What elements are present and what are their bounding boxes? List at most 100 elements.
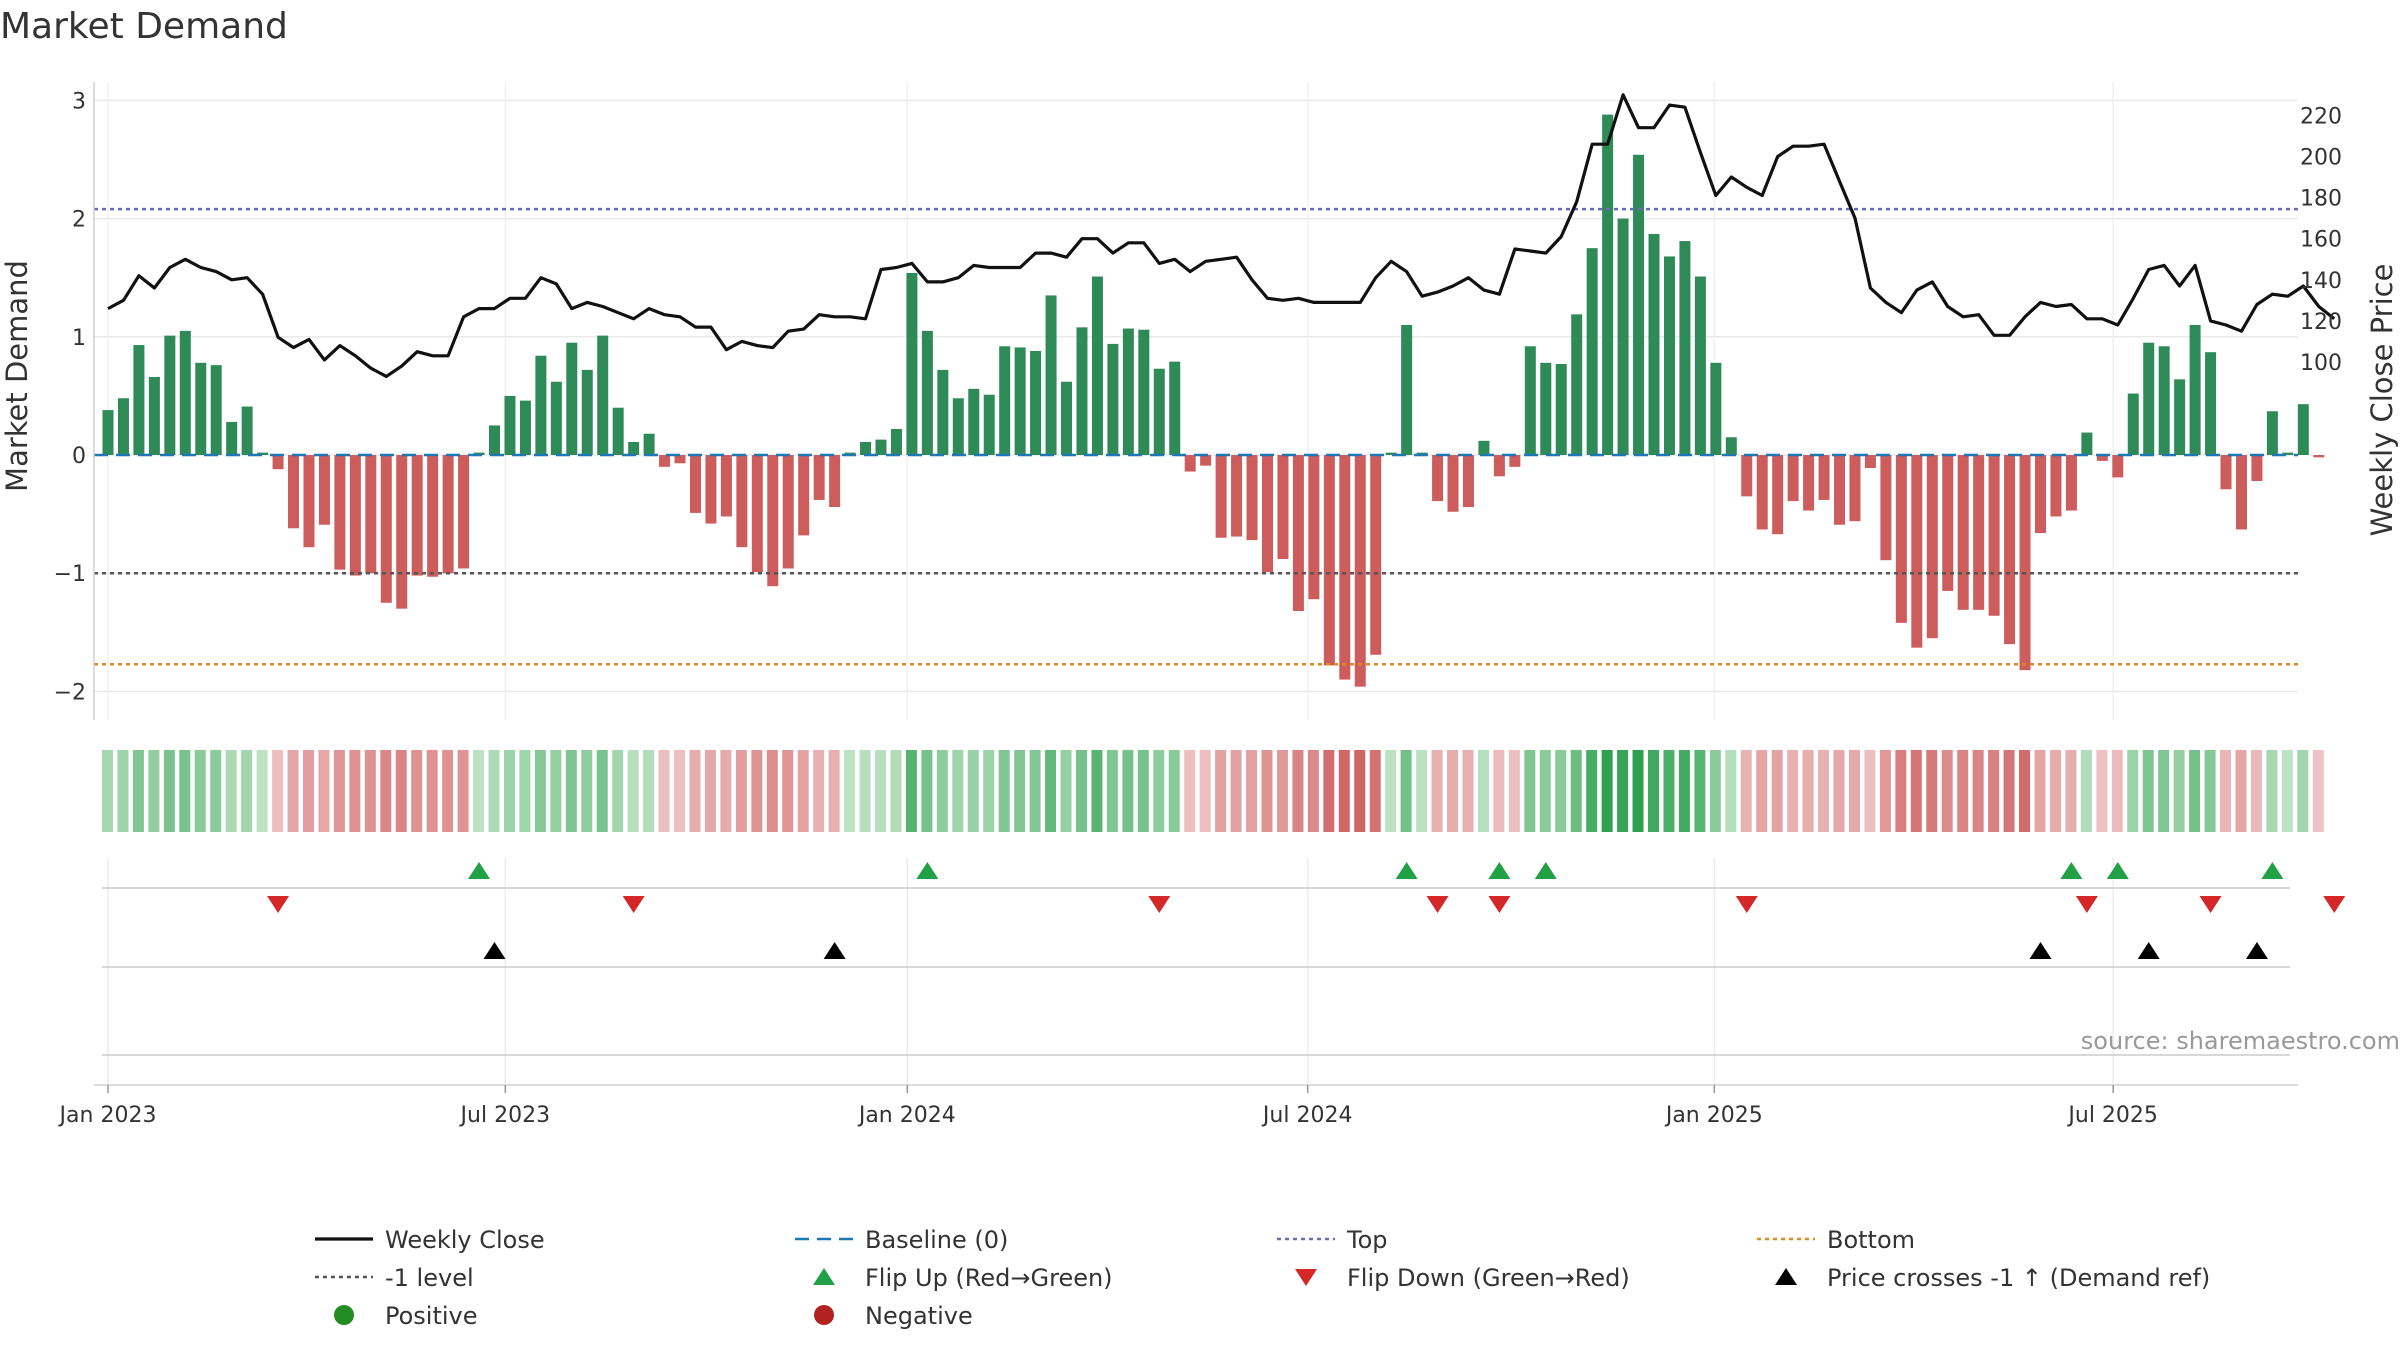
heatmap-cell	[318, 750, 330, 832]
heatmap-cell	[1926, 750, 1938, 832]
heatmap-cell	[1833, 750, 1845, 832]
heatmap-cell	[1354, 750, 1366, 832]
heatmap-cell	[2127, 750, 2139, 832]
demand-bar	[2127, 393, 2139, 455]
heatmap-cell	[473, 750, 485, 832]
y-tick-label: −1	[54, 562, 86, 587]
heatmap-cell	[1957, 750, 1969, 832]
heatmap-cell	[411, 750, 423, 832]
y-tick-label: 3	[72, 89, 86, 114]
heatmap-cell	[952, 750, 964, 832]
heatmap-cell	[2266, 750, 2278, 832]
demand-bar	[2251, 455, 2263, 482]
demand-bar	[1973, 455, 1985, 610]
demand-bar	[380, 455, 392, 603]
heatmap-cell	[890, 750, 902, 832]
demand-bar	[674, 455, 686, 464]
demand-bar	[226, 421, 238, 455]
heatmap-cell	[1988, 750, 2000, 832]
legend-label: Flip Down (Green→Red)	[1347, 1264, 1630, 1292]
heatmap-cell	[1895, 750, 1907, 832]
heatmap-cell	[1601, 750, 1613, 832]
demand-bar	[1787, 455, 1799, 502]
heatmap-cell	[1230, 750, 1242, 832]
heatmap-cell	[1941, 750, 1953, 832]
heatmap-cell	[998, 750, 1010, 832]
legend-swatch	[1775, 1268, 1797, 1285]
demand-bar	[2205, 352, 2217, 455]
heatmap-cell	[2281, 750, 2293, 832]
heatmap-cell	[1369, 750, 1381, 832]
demand-bar	[1926, 455, 1938, 639]
heatmap-cell	[2003, 750, 2015, 832]
demand-bar	[1169, 361, 1181, 455]
demand-bar	[1215, 455, 1227, 538]
heatmap-cell	[813, 750, 825, 832]
demand-bar	[1648, 233, 1660, 455]
demand-bar	[2174, 379, 2186, 455]
demand-bar	[1478, 440, 1490, 455]
demand-bar	[1633, 154, 1645, 455]
x-tick-label: Jul 2023	[459, 1103, 551, 1128]
demand-bar	[968, 388, 980, 455]
demand-bar	[1153, 368, 1165, 455]
heatmap-cell	[1632, 750, 1644, 832]
demand-bar	[1663, 256, 1675, 455]
heatmap-cell	[1910, 750, 1922, 832]
demand-bar	[1462, 455, 1474, 508]
demand-bar	[2220, 455, 2232, 490]
demand-bar	[1246, 455, 1258, 541]
demand-bar	[2035, 455, 2046, 534]
heatmap-cell	[1709, 750, 1721, 832]
heatmap-cell	[210, 750, 222, 832]
heatmap-cell	[1555, 750, 1567, 832]
y-axis-label: Market Demand	[0, 260, 34, 492]
heatmap-cell	[581, 750, 593, 832]
demand-bar	[257, 452, 269, 455]
demand-bar	[2081, 432, 2093, 455]
heatmap-cell	[241, 750, 253, 832]
y2-tick-label: 140	[2300, 269, 2342, 294]
legend-label: Negative	[865, 1302, 973, 1330]
demand-bar	[1014, 347, 1026, 455]
heatmap-cell	[1385, 750, 1397, 832]
demand-bar	[921, 330, 933, 455]
heatmap-cell	[1137, 750, 1149, 832]
heatmap-cell	[983, 750, 995, 832]
flip-up-marker	[916, 862, 939, 879]
demand-bar	[489, 425, 500, 455]
demand-bar	[1076, 327, 1088, 455]
heatmap-cell	[1153, 750, 1165, 832]
heatmap-cell	[426, 750, 438, 832]
heatmap-cell	[2220, 750, 2232, 832]
heatmap-cell	[797, 750, 809, 832]
heatmap-cell	[1106, 750, 1118, 832]
heatmap-cell	[148, 750, 160, 832]
heatmap-cell	[1972, 750, 1984, 832]
heatmap-cell	[1447, 750, 1459, 832]
demand-bar	[1741, 455, 1753, 497]
price-cross-marker	[2029, 942, 2052, 959]
x-tick-label: Jan 2023	[58, 1103, 157, 1128]
heatmap-cell	[2235, 750, 2247, 832]
demand-bar	[2019, 455, 2031, 671]
demand-bar	[102, 410, 114, 455]
heatmap-cell	[1029, 750, 1041, 832]
heatmap-cell	[1508, 750, 1520, 832]
demand-bar	[442, 455, 454, 574]
demand-bar	[318, 455, 330, 525]
heatmap-cell	[2189, 750, 2201, 832]
heatmap-cell	[1678, 750, 1690, 832]
flip-down-marker	[1426, 896, 1449, 913]
heatmap-cell	[828, 750, 840, 832]
demand-bar	[1911, 455, 1923, 648]
demand-bar	[1061, 381, 1073, 455]
flip-down-marker	[2199, 896, 2222, 913]
heatmap-cell	[256, 750, 268, 832]
price-cross-marker	[483, 942, 506, 959]
heatmap-cell	[1740, 750, 1752, 832]
demand-bar	[148, 376, 160, 455]
heatmap-cell	[1524, 750, 1536, 832]
flip-up-marker	[1534, 862, 1557, 879]
demand-bar	[1957, 455, 1969, 610]
